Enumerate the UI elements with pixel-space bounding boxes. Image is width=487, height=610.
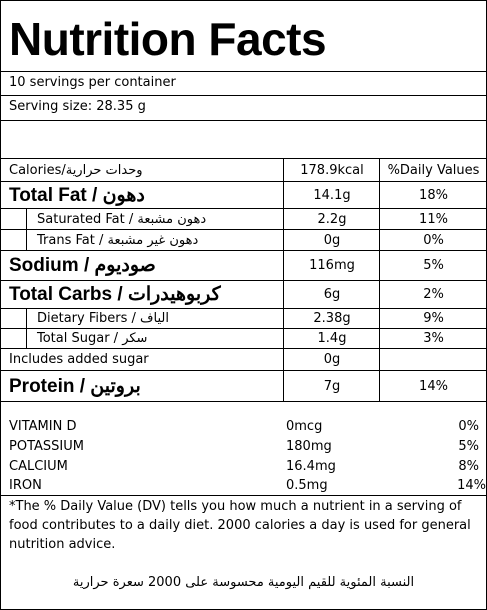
vitamin-row: IRON 0.5mg 14% [1,476,486,496]
label: IRON [9,478,42,493]
amount: 180mg [286,438,332,454]
label: Total Carbs / كربوهيدرات [9,284,221,305]
daily-value: 14% [457,478,486,493]
amount: 0g [283,230,380,250]
amount: 178.9kcal [283,159,380,181]
divider [1,120,486,121]
daily-value: 0% [458,418,479,434]
daily-value: %Daily Values [379,159,487,181]
nutrient-row: Sodium / صوديوم 116mg 5% [1,251,486,281]
label: POTASSIUM [9,438,84,454]
servings: 10 servings per container [9,75,176,90]
daily-value: 0% [379,230,487,250]
amount: 14.1g [283,182,380,208]
amount: 2.2g [283,209,380,229]
vitamin-row: VITAMIN D 0mcg 0% [1,416,486,436]
nutrient-row: Trans Fat / دهون غير مشبعة 0g 0% [1,230,486,251]
calories-row: Calories/وحدات حرارية 178.9kcal %Daily V… [1,158,486,182]
serving-size: Serving size: 28.35 g [9,99,146,114]
daily-value: 9% [379,309,487,328]
amount: 0g [283,349,380,370]
label: Includes added sugar [9,352,149,367]
label: CALCIUM [9,458,68,474]
daily-value: 3% [379,329,487,348]
amount: 0.5mg [286,478,328,493]
daily-value: 5% [458,438,479,454]
vitamin-row: CALCIUM 16.4mg 8% [1,456,486,476]
label: Trans Fat / دهون غير مشبعة [26,230,283,250]
daily-value: 8% [458,458,479,474]
label: Saturated Fat / دهون مشبعة [26,209,283,229]
label: Total Sugar / سكر [26,329,283,348]
nutrient-row: Saturated Fat / دهون مشبعة 2.2g 11% [1,209,486,230]
footnote-arabic: النسبة المئوية للقيم اليومية محسوسة على … [72,575,415,590]
label: Total Fat / دهون [9,184,145,206]
nutrient-row: Dietary Fibers / الياف 2.38g 9% [1,309,486,329]
amount: 1.4g [283,329,380,348]
daily-value [379,349,487,370]
daily-value: 11% [379,209,487,229]
footnote: *The % Daily Value (DV) tells you how mu… [9,499,471,552]
label: Sodium / صوديوم [9,255,156,276]
divider [1,95,486,96]
daily-value: 14% [379,371,487,401]
amount: 16.4mg [286,458,336,474]
nutrient-row: Includes added sugar 0g [1,349,486,371]
divider [1,71,486,72]
amount: 2.38g [283,309,380,328]
title: Nutrition Facts [9,13,327,65]
label: VITAMIN D [9,418,77,434]
amount: 7g [283,371,380,401]
label: Dietary Fibers / الياف [26,309,283,328]
amount: 116mg [283,251,380,280]
daily-value: 18% [379,182,487,208]
label: Calories/وحدات حرارية [9,162,143,178]
nutrient-row: Total Fat / دهون 14.1g 18% [1,182,486,209]
daily-value: 5% [379,251,487,280]
vitamin-row: POTASSIUM 180mg 5% [1,436,486,456]
amount: 6g [283,281,380,308]
label: Protein / بروتين [9,375,141,397]
amount: 0mcg [286,418,323,434]
nutrient-row: Total Sugar / سكر 1.4g 3% [1,329,486,349]
nutrient-row: Protein / بروتين 7g 14% [1,371,486,402]
daily-value: 2% [379,281,487,308]
nutrient-row: Total Carbs / كربوهيدرات 6g 2% [1,281,486,309]
